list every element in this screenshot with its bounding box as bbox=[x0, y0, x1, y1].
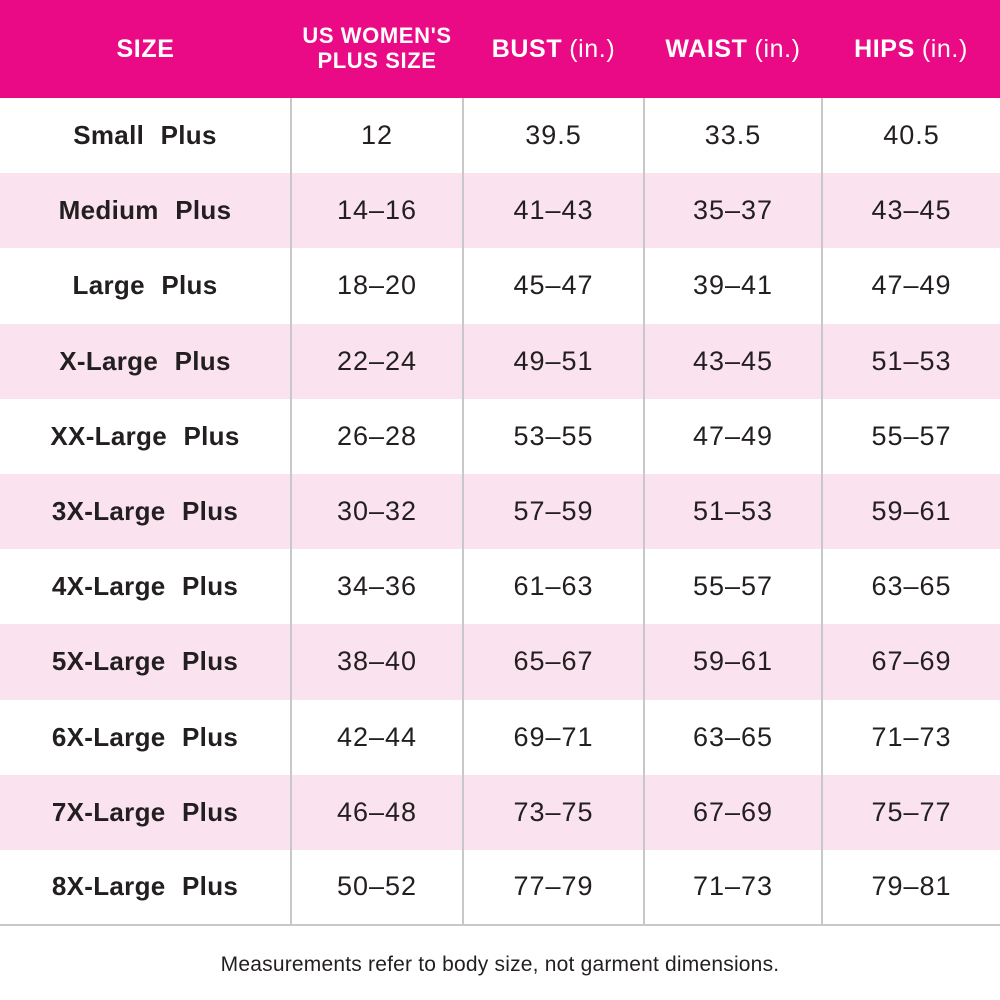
row-value-bust: 65–67 bbox=[462, 624, 644, 700]
row-size-label: Small Plus bbox=[73, 120, 217, 151]
size-chart-header: SIZE US WOMEN'S PLUS SIZE BUST (in.) WAIS… bbox=[0, 0, 1000, 98]
row-value-waist: 71–73 bbox=[643, 849, 822, 927]
row-value-bust: 77–79 bbox=[462, 849, 644, 927]
row-value-bust: 73–75 bbox=[462, 774, 644, 850]
col-header-plus-size-line1: US WOMEN'S bbox=[302, 23, 452, 49]
col-header-waist-unit: (in.) bbox=[754, 35, 801, 63]
row-value-waist: 39–41 bbox=[643, 248, 822, 324]
col-header-size-label: SIZE bbox=[116, 35, 175, 63]
col-header-bust-unit: (in.) bbox=[569, 35, 616, 63]
row-size-label: Medium Plus bbox=[58, 195, 232, 226]
row-value-hips: 63–65 bbox=[821, 549, 1000, 625]
table-row: Large Plus 18–20 45–47 39–41 47–49 bbox=[0, 248, 1000, 324]
row-value-plus_size: 46–48 bbox=[290, 774, 463, 850]
row-value-bust: 53–55 bbox=[462, 398, 644, 474]
row-size-label: Large Plus bbox=[72, 270, 218, 301]
row-value-hips: 51–53 bbox=[821, 323, 1000, 399]
row-value-plus_size: 50–52 bbox=[290, 849, 463, 927]
row-value-plus_size: 26–28 bbox=[290, 398, 463, 474]
row-value-bust: 57–59 bbox=[462, 473, 644, 550]
row-size-label: X-Large Plus bbox=[59, 345, 231, 376]
row-value-plus_size: 42–44 bbox=[290, 699, 463, 775]
row-size-label: 7X-Large Plus bbox=[51, 796, 239, 827]
row-value-waist: 67–69 bbox=[643, 774, 822, 850]
table-row: XX-Large Plus 26–28 53–55 47–49 55–57 bbox=[0, 398, 1000, 474]
row-value-hips: 40.5 bbox=[821, 98, 1000, 174]
table-row: 6X-Large Plus 42–44 69–71 63–65 71–73 bbox=[0, 699, 1000, 775]
col-header-hips-unit: (in.) bbox=[921, 35, 968, 63]
col-header-size: SIZE bbox=[0, 0, 291, 98]
row-size-label: 3X-Large Plus bbox=[51, 496, 239, 527]
table-row: 8X-Large Plus 50–52 77–79 71–73 79–81 bbox=[0, 849, 1000, 927]
row-value-waist: 63–65 bbox=[643, 699, 822, 775]
size-chart-table: SIZE US WOMEN'S PLUS SIZE BUST (in.) WAIS… bbox=[0, 0, 1000, 927]
row-value-waist: 33.5 bbox=[643, 98, 822, 174]
row-value-hips: 59–61 bbox=[821, 473, 1000, 550]
row-value-bust: 49–51 bbox=[462, 323, 644, 399]
col-header-waist: WAIST (in.) bbox=[644, 0, 822, 98]
row-value-plus_size: 34–36 bbox=[290, 549, 463, 625]
col-header-bust: BUST (in.) bbox=[463, 0, 644, 98]
table-row: 3X-Large Plus 30–32 57–59 51–53 59–61 bbox=[0, 473, 1000, 550]
row-value-plus_size: 12 bbox=[290, 98, 463, 174]
row-value-plus_size: 30–32 bbox=[290, 473, 463, 550]
row-value-hips: 43–45 bbox=[821, 173, 1000, 249]
row-value-bust: 41–43 bbox=[462, 173, 644, 249]
row-size-label: 5X-Large Plus bbox=[51, 646, 239, 677]
row-value-waist: 55–57 bbox=[643, 549, 822, 625]
row-size-label: XX-Large Plus bbox=[50, 420, 240, 451]
header-row: SIZE US WOMEN'S PLUS SIZE BUST (in.) WAIS… bbox=[0, 0, 1000, 98]
table-row: Small Plus 12 39.5 33.5 40.5 bbox=[0, 98, 1000, 174]
row-size-label: 4X-Large Plus bbox=[51, 571, 239, 602]
row-value-plus_size: 22–24 bbox=[290, 323, 463, 399]
size-table-body: Small Plus 12 39.5 33.5 40.5 Medium Plus 14–16… bbox=[0, 98, 1000, 927]
row-value-hips: 75–77 bbox=[821, 774, 1000, 850]
row-value-hips: 79–81 bbox=[821, 849, 1000, 927]
row-value-bust: 45–47 bbox=[462, 248, 644, 324]
row-value-hips: 71–73 bbox=[821, 699, 1000, 775]
col-header-plus-size: US WOMEN'S PLUS SIZE bbox=[291, 0, 463, 98]
row-value-bust: 69–71 bbox=[462, 699, 644, 775]
row-value-bust: 39.5 bbox=[462, 98, 644, 174]
row-value-plus_size: 14–16 bbox=[290, 173, 463, 249]
row-value-hips: 67–69 bbox=[821, 624, 1000, 700]
row-value-waist: 35–37 bbox=[643, 173, 822, 249]
row-value-waist: 59–61 bbox=[643, 624, 822, 700]
col-header-bust-label: BUST bbox=[491, 35, 563, 63]
col-header-hips: HIPS (in.) bbox=[822, 0, 1000, 98]
row-value-bust: 61–63 bbox=[462, 549, 644, 625]
row-value-hips: 55–57 bbox=[821, 398, 1000, 474]
col-header-hips-label: HIPS bbox=[854, 35, 915, 63]
table-row: 5X-Large Plus 38–40 65–67 59–61 67–69 bbox=[0, 624, 1000, 700]
row-value-hips: 47–49 bbox=[821, 248, 1000, 324]
row-value-waist: 51–53 bbox=[643, 473, 822, 550]
row-value-plus_size: 18–20 bbox=[290, 248, 463, 324]
col-header-plus-size-line2: PLUS SIZE bbox=[317, 48, 437, 73]
footnote-text: Measurements refer to body size, not gar… bbox=[220, 953, 780, 977]
col-header-waist-label: WAIST bbox=[665, 35, 748, 63]
table-row: Medium Plus 14–16 41–43 35–37 43–45 bbox=[0, 173, 1000, 249]
row-value-waist: 47–49 bbox=[643, 398, 822, 474]
row-value-waist: 43–45 bbox=[643, 323, 822, 399]
table-row: 4X-Large Plus 34–36 61–63 55–57 63–65 bbox=[0, 549, 1000, 625]
table-row: X-Large Plus 22–24 49–51 43–45 51–53 bbox=[0, 323, 1000, 399]
table-row: 7X-Large Plus 46–48 73–75 67–69 75–77 bbox=[0, 774, 1000, 850]
row-value-plus_size: 38–40 bbox=[290, 624, 463, 700]
row-size-label: 8X-Large Plus bbox=[0, 849, 291, 927]
row-size-label: 6X-Large Plus bbox=[51, 721, 239, 752]
